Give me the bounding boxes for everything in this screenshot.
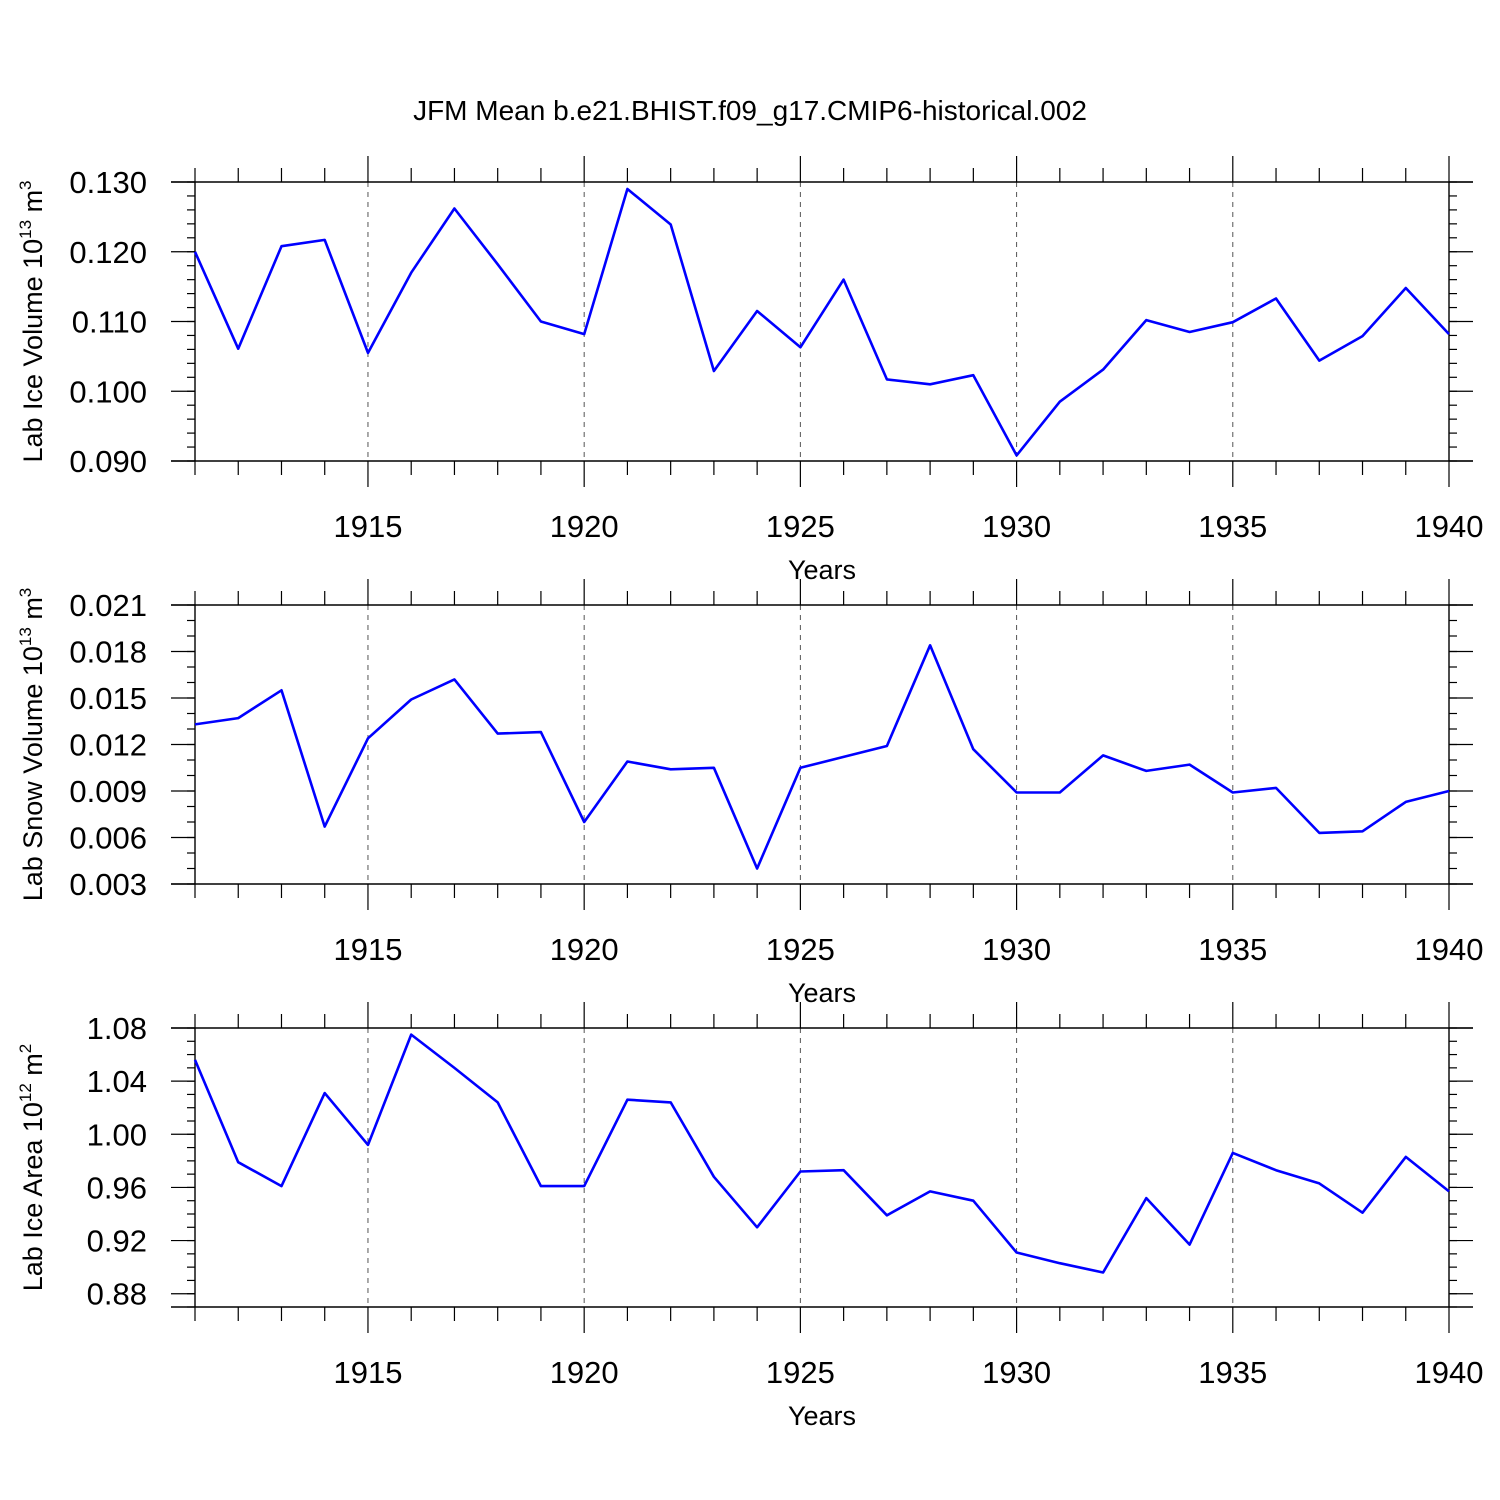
x-tick-label: 1930 xyxy=(982,1355,1051,1390)
y-tick-label: 0.021 xyxy=(69,588,147,623)
x-tick-label: 1925 xyxy=(766,1355,835,1390)
x-tick-label: 1930 xyxy=(982,509,1051,544)
x-tick-label: 1930 xyxy=(982,932,1051,967)
y-tick-label: 0.120 xyxy=(69,235,147,270)
y-tick-label: 1.04 xyxy=(87,1064,147,1099)
y-tick-label: 0.88 xyxy=(87,1277,147,1312)
y-tick-label: 0.090 xyxy=(69,444,147,479)
y-tick-label: 0.130 xyxy=(69,165,147,200)
y-tick-label: 0.96 xyxy=(87,1170,147,1205)
x-tick-label: 1940 xyxy=(1415,1355,1484,1390)
y-tick-label: 0.92 xyxy=(87,1224,147,1259)
x-tick-label: 1925 xyxy=(766,509,835,544)
x-tick-label: 1935 xyxy=(1198,1355,1267,1390)
y-axis-label: Lab Snow Volume 1013 m3 xyxy=(16,588,48,902)
series-line xyxy=(194,643,1450,870)
y-axis-label: Lab Ice Volume 1013 m3 xyxy=(16,180,48,462)
y-tick-label: 0.003 xyxy=(69,867,147,902)
chart-title: JFM Mean b.e21.BHIST.f09_g17.CMIP6-histo… xyxy=(413,95,1087,126)
x-tick-label: 1920 xyxy=(550,509,619,544)
x-axis-label: Years xyxy=(788,978,856,1008)
y-tick-label: 0.009 xyxy=(69,774,147,809)
x-tick-label: 1915 xyxy=(333,1355,402,1390)
x-tick-label: 1940 xyxy=(1415,932,1484,967)
x-tick-label: 1915 xyxy=(333,509,402,544)
x-tick-label: 1925 xyxy=(766,932,835,967)
y-tick-label: 0.018 xyxy=(69,635,147,670)
x-tick-label: 1935 xyxy=(1198,509,1267,544)
y-tick-label: 1.08 xyxy=(87,1011,147,1046)
x-axis-label: Years xyxy=(788,555,856,585)
x-tick-label: 1920 xyxy=(550,932,619,967)
series-line xyxy=(193,187,1450,457)
series-line xyxy=(193,1033,1450,1274)
y-tick-label: 0.100 xyxy=(69,374,147,409)
x-axis-label: Years xyxy=(788,1401,856,1431)
y-tick-label: 0.015 xyxy=(69,681,147,716)
x-tick-label: 1915 xyxy=(333,932,402,967)
chart-panel-3: 0.88 0.92 0.96 1.00 1.04 1.08 1915 1920 1925 1930… xyxy=(16,1002,1483,1431)
x-tick-label: 1940 xyxy=(1415,509,1484,544)
chart-panel-1: 0.090 0.100 0.110 0.120 0.130 1915 1920 1925 193… xyxy=(16,156,1483,585)
y-axis-label: Lab Ice Area 1012 m2 xyxy=(16,1044,48,1292)
x-tick-label: 1920 xyxy=(550,1355,619,1390)
y-tick-label: 0.012 xyxy=(69,728,147,763)
y-tick-label: 0.110 xyxy=(72,305,147,340)
chart-panel-2: 0.003 0.006 0.009 0.012 0.015 0.018 0.021 1915 1… xyxy=(16,579,1483,1008)
chart-panels: 0.090 0.100 0.110 0.120 0.130 1915 1920 1925 193… xyxy=(16,156,1483,1431)
x-tick-label: 1935 xyxy=(1198,932,1267,967)
y-tick-label: 0.006 xyxy=(69,821,147,856)
y-tick-label: 1.00 xyxy=(87,1117,147,1152)
